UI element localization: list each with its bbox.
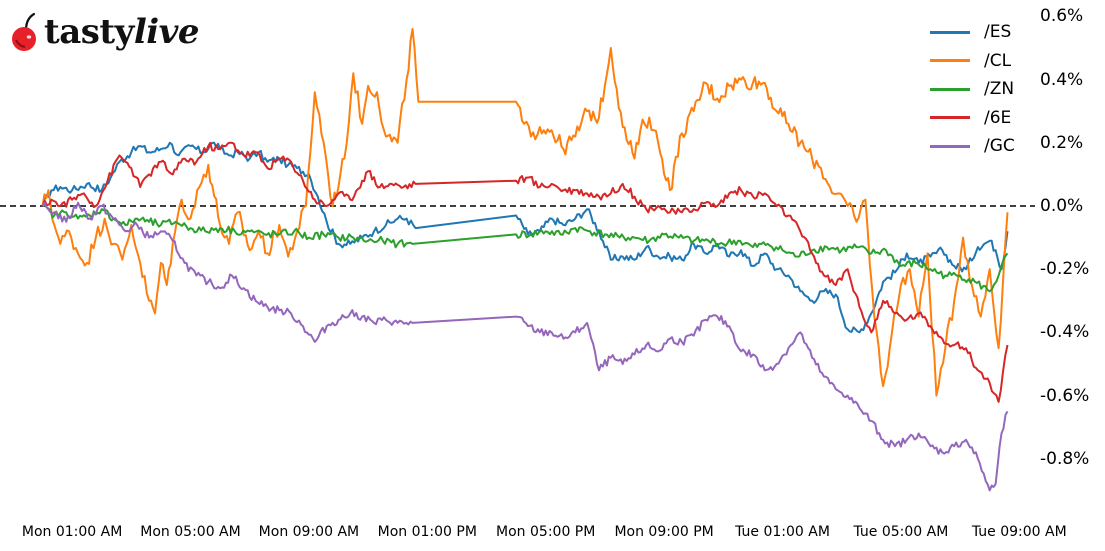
legend-item-zn: /ZN xyxy=(930,75,1015,104)
y-tick-label: -0.2% xyxy=(1040,259,1090,280)
y-tick-label: 0.6% xyxy=(1040,6,1084,27)
x-tick-label: Mon 09:00 PM xyxy=(614,524,714,540)
legend-item-cl: /CL xyxy=(930,47,1015,76)
legend-swatch xyxy=(930,144,970,148)
series-lines xyxy=(41,28,1009,492)
legend-item-es: /ES xyxy=(930,18,1015,47)
x-tick-label: Mon 09:00 AM xyxy=(258,524,360,540)
legend-label: /GC xyxy=(984,136,1015,157)
legend-item-gc: /GC xyxy=(930,132,1015,161)
legend-swatch xyxy=(930,116,970,120)
legend: /ES/CL/ZN/6E/GC xyxy=(930,18,1015,161)
logo-text-live: live xyxy=(133,12,200,52)
logo-wordmark: tastylive xyxy=(44,12,200,52)
legend-item-6e: /6E xyxy=(930,104,1015,133)
logo-text-tasty: tasty xyxy=(44,12,134,52)
legend-label: /6E xyxy=(984,107,1012,128)
series-line-zn xyxy=(41,203,1009,293)
y-tick-label: -0.4% xyxy=(1040,322,1090,343)
legend-swatch xyxy=(930,87,970,91)
x-tick-label: Mon 05:00 PM xyxy=(496,524,596,540)
x-tick-label: Mon 01:00 AM xyxy=(21,524,123,540)
legend-label: /ES xyxy=(984,22,1012,43)
series-line-es xyxy=(41,141,1009,334)
x-tick-label: Mon 05:00 AM xyxy=(140,524,241,540)
series-line-gc xyxy=(41,201,1009,492)
legend-swatch xyxy=(930,30,970,34)
x-tick-label: Tue 05:00 AM xyxy=(853,524,949,540)
legend-label: /ZN xyxy=(984,79,1015,100)
y-tick-label: 0.0% xyxy=(1040,196,1084,216)
y-tick-label: -0.8% xyxy=(1040,448,1090,469)
x-tick-label: Mon 01:00 PM xyxy=(377,524,477,540)
cherry-icon xyxy=(12,12,36,51)
tastylive-logo: tastylive xyxy=(10,10,200,54)
x-tick-label: Tue 01:00 AM xyxy=(735,524,830,540)
y-tick-label: -0.6% xyxy=(1040,385,1090,406)
legend-swatch xyxy=(930,59,970,63)
series-line-cl xyxy=(41,28,1009,397)
x-tick-label: Tue 09:00 AM xyxy=(971,524,1067,540)
legend-label: /CL xyxy=(984,50,1012,71)
y-tick-label: 0.4% xyxy=(1040,69,1084,90)
y-tick-label: 0.2% xyxy=(1040,132,1084,153)
series-line-6e xyxy=(41,141,1009,403)
